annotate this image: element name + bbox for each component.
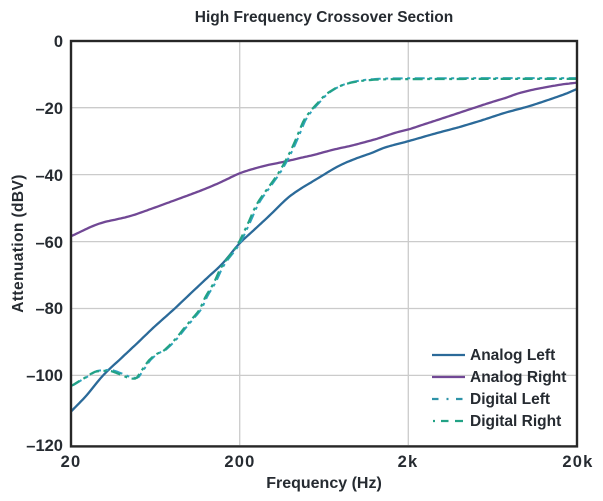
svg-text:200: 200 [224, 453, 255, 471]
svg-text:–80: –80 [35, 300, 63, 318]
svg-text:20k: 20k [562, 453, 593, 471]
svg-text:–40: –40 [35, 167, 63, 185]
svg-text:High Frequency Crossover Secti: High Frequency Crossover Section [195, 9, 453, 26]
svg-text:–100: –100 [26, 367, 63, 385]
svg-text:2k: 2k [398, 453, 419, 471]
svg-text:0: 0 [54, 33, 63, 51]
svg-text:Attenuation (dBV): Attenuation (dBV) [10, 174, 27, 313]
svg-text:Digital Left: Digital Left [470, 391, 550, 408]
svg-text:Analog Left: Analog Left [470, 347, 555, 364]
svg-text:Digital Right: Digital Right [470, 413, 561, 430]
svg-text:20: 20 [61, 453, 82, 471]
svg-text:Frequency (Hz): Frequency (Hz) [266, 475, 382, 492]
svg-text:–20: –20 [35, 100, 63, 118]
svg-text:–120: –120 [26, 437, 63, 455]
svg-text:–60: –60 [35, 234, 63, 252]
svg-text:Analog Right: Analog Right [470, 369, 566, 386]
